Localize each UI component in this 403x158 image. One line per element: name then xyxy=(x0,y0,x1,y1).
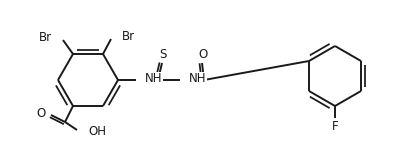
Text: NH: NH xyxy=(189,73,206,85)
Text: O: O xyxy=(37,107,46,121)
Text: O: O xyxy=(198,49,208,61)
Text: Br: Br xyxy=(39,30,52,43)
Text: S: S xyxy=(159,49,167,61)
Text: OH: OH xyxy=(88,125,106,138)
Text: F: F xyxy=(332,119,338,133)
Text: Br: Br xyxy=(122,30,135,43)
Text: NH: NH xyxy=(145,73,162,85)
